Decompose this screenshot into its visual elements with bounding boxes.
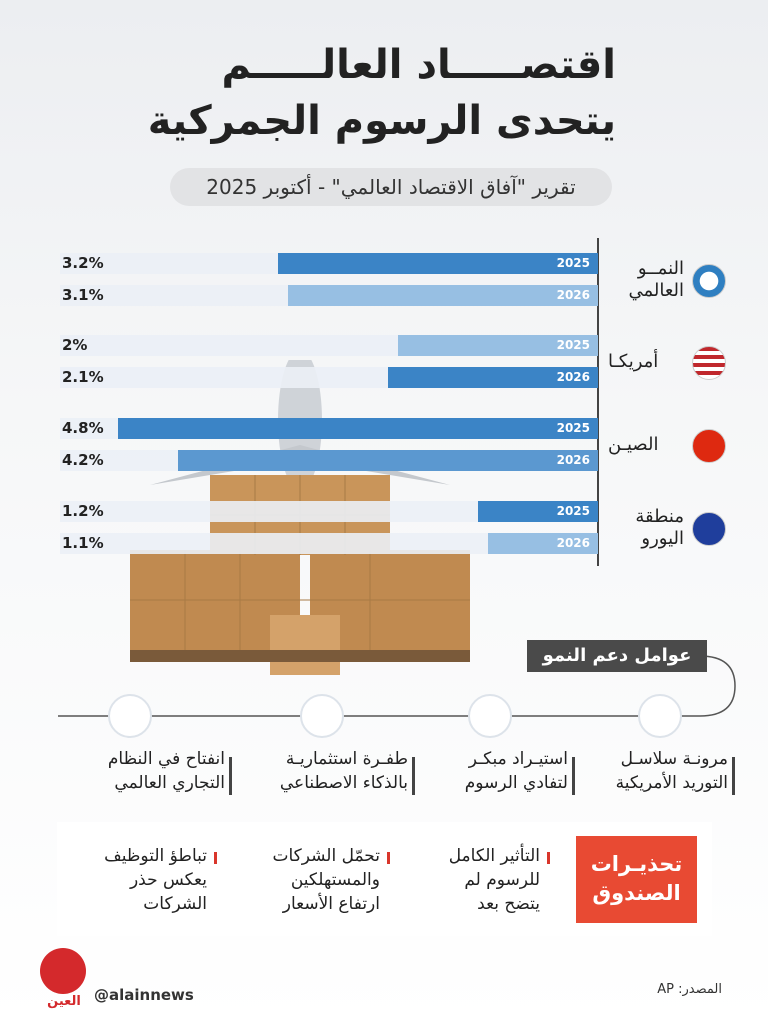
subtitle: تقرير "آفاق الاقتصاد العالمي" - أكتوبر 2… bbox=[170, 168, 612, 206]
value-label: 1.1% bbox=[62, 534, 104, 552]
factor-text: انفتاح في النظام bbox=[107, 749, 225, 769]
bar bbox=[388, 367, 598, 388]
factor-text: بالذكاء الاصطناعي bbox=[279, 773, 408, 793]
factor-text: استيـراد مبكـر bbox=[468, 749, 568, 769]
value-label: 4.8% bbox=[62, 419, 104, 437]
bar-track bbox=[60, 501, 598, 522]
warning-text: ارتفاع الأسعار bbox=[282, 894, 380, 914]
bar bbox=[488, 533, 598, 554]
bar bbox=[398, 335, 598, 356]
factor-marker bbox=[572, 757, 575, 795]
flag bbox=[692, 345, 726, 380]
bar bbox=[278, 253, 598, 274]
bar bbox=[478, 501, 598, 522]
warning-text: الشركات bbox=[143, 894, 207, 914]
handle: @alainnews bbox=[94, 986, 194, 1004]
factor-marker bbox=[412, 757, 415, 795]
factor-icon bbox=[108, 694, 152, 738]
category-label: أمريكـا bbox=[608, 350, 659, 372]
series-label: 2025 bbox=[556, 421, 590, 435]
warnings-title-line: تحذيـرات bbox=[590, 852, 683, 876]
factor-lines bbox=[58, 655, 736, 717]
value-label: 1.2% bbox=[62, 502, 104, 520]
title: يتحدى الرسوم الجمركية bbox=[147, 98, 616, 144]
title: اقتصـــــاد العالـــــم bbox=[221, 42, 616, 88]
factor-marker bbox=[732, 757, 735, 795]
value-label: 2% bbox=[62, 336, 88, 354]
series-label: 2026 bbox=[556, 288, 590, 302]
factor-text: طفـرة استثماريـة bbox=[285, 749, 408, 769]
factors-title: عوامل دعم النمو bbox=[527, 640, 707, 672]
source: المصدر: AP bbox=[657, 982, 722, 997]
category-label: الصيـن bbox=[608, 433, 659, 455]
value-label: 2.1% bbox=[62, 368, 104, 386]
value-label: 4.2% bbox=[62, 451, 104, 469]
factor-text: مرونـة سلاسـل bbox=[620, 749, 728, 769]
warning-text: تحمّل الشركات bbox=[272, 846, 380, 866]
warning-text: يتضح بعد bbox=[477, 894, 540, 914]
warning-text: تباطؤ التوظيف bbox=[104, 846, 207, 866]
series-label: 2025 bbox=[556, 256, 590, 270]
logo-text: العين bbox=[47, 994, 81, 1009]
warning-text: يعكس حذر bbox=[129, 870, 207, 890]
warnings-title: تحذيـرات الصندوق bbox=[576, 836, 697, 923]
warning-marker bbox=[387, 852, 390, 864]
flag bbox=[692, 428, 726, 463]
warning-text: التأثير الكامل bbox=[448, 846, 540, 866]
series-label: 2026 bbox=[556, 536, 590, 550]
factor-marker bbox=[229, 757, 232, 795]
bar bbox=[178, 450, 598, 471]
factor-text: التوريد الأمريكية bbox=[615, 773, 728, 793]
axis-line bbox=[597, 238, 599, 566]
flag bbox=[692, 263, 726, 298]
factor-icon bbox=[638, 694, 682, 738]
series-label: 2025 bbox=[556, 504, 590, 518]
warning-text: والمستهلكين bbox=[290, 870, 380, 890]
factor-icon bbox=[468, 694, 512, 738]
warning-marker bbox=[214, 852, 217, 864]
logo-mark bbox=[40, 948, 86, 994]
category-label: منطقة اليورو bbox=[635, 505, 684, 549]
factor-text: لتفادي الرسوم bbox=[464, 773, 568, 793]
warnings-title-line: الصندوق bbox=[592, 881, 681, 905]
bar-track bbox=[60, 533, 598, 554]
flag bbox=[692, 511, 726, 546]
warning-text: للرسوم لم bbox=[464, 870, 540, 890]
value-label: 3.1% bbox=[62, 286, 104, 304]
series-label: 2025 bbox=[556, 338, 590, 352]
warning-marker bbox=[547, 852, 550, 864]
series-label: 2026 bbox=[556, 453, 590, 467]
bar bbox=[288, 285, 598, 306]
series-label: 2026 bbox=[556, 370, 590, 384]
factor-icon bbox=[300, 694, 344, 738]
category-label: النمــو العالمي bbox=[628, 257, 684, 301]
factor-text: التجاري العالمي bbox=[114, 773, 225, 793]
bar bbox=[118, 418, 598, 439]
value-label: 3.2% bbox=[62, 254, 104, 272]
